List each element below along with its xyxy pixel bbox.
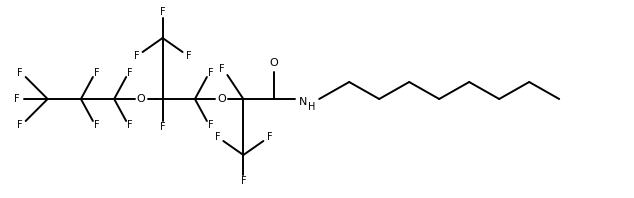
- Text: F: F: [219, 64, 224, 74]
- Text: F: F: [127, 68, 133, 78]
- Text: F: F: [17, 68, 22, 78]
- Text: H: H: [307, 102, 315, 112]
- Text: F: F: [14, 94, 20, 104]
- Text: O: O: [269, 58, 278, 68]
- Text: F: F: [208, 120, 214, 130]
- Text: F: F: [240, 176, 246, 186]
- Text: F: F: [266, 132, 272, 142]
- Text: F: F: [17, 120, 22, 130]
- Text: F: F: [208, 68, 214, 78]
- Text: O: O: [217, 94, 226, 104]
- Text: F: F: [214, 132, 220, 142]
- Text: N: N: [299, 97, 307, 107]
- Text: F: F: [134, 51, 139, 61]
- Text: F: F: [94, 68, 100, 78]
- Text: F: F: [160, 7, 165, 17]
- Text: F: F: [94, 120, 100, 130]
- Text: O: O: [136, 94, 145, 104]
- Text: F: F: [160, 122, 165, 132]
- Text: F: F: [127, 120, 133, 130]
- Text: F: F: [186, 51, 191, 61]
